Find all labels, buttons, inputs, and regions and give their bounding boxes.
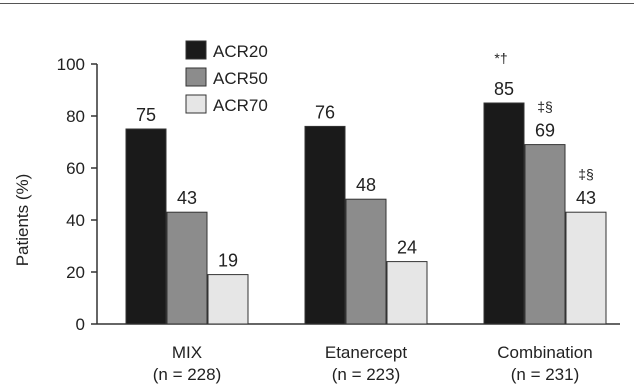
category-n-label: (n = 231) [511, 365, 580, 384]
category-n-label: (n = 228) [153, 365, 222, 384]
data-label: 43 [177, 188, 197, 208]
bar-acr50-etanercept [345, 198, 387, 325]
category-label: MIX [172, 343, 202, 362]
data-label: 76 [315, 102, 335, 122]
y-tick-label: 80 [66, 107, 85, 126]
bar-acr50-combination [524, 144, 566, 325]
bar-acr20-mix [125, 128, 167, 325]
y-tick-label: 20 [66, 263, 85, 282]
bar-acr20-etanercept [304, 125, 346, 325]
y-tick-label: 0 [76, 315, 85, 334]
data-label: 48 [356, 175, 376, 195]
x-labels: MIX (n = 228) Etanercept (n = 223) Combinati… [153, 343, 593, 384]
legend-swatch-acr50 [185, 67, 207, 87]
legend: ACR20 ACR50 ACR70 [185, 40, 268, 115]
significance-marker: ‡§ [578, 166, 594, 182]
category-label: Combination [497, 343, 592, 362]
significance-marker: ‡§ [537, 99, 553, 115]
y-ticks: 0 20 40 60 80 100 [57, 55, 97, 334]
legend-label-acr70: ACR70 [213, 96, 268, 115]
y-tick-label: 100 [57, 55, 85, 74]
data-label: 75 [136, 105, 156, 125]
y-axis-label: Patients (%) [13, 174, 32, 267]
y-tick-label: 40 [66, 211, 85, 230]
data-label: 69 [535, 121, 555, 141]
data-label: 24 [397, 238, 417, 258]
bar-acr50-mix [166, 211, 208, 325]
bar-acr70-mix [207, 274, 249, 325]
legend-label-acr50: ACR50 [213, 69, 268, 88]
top-rule [0, 3, 634, 4]
legend-swatch-acr70 [185, 94, 207, 114]
bar-acr70-etanercept [386, 261, 428, 325]
significance-marker: *† [494, 50, 507, 66]
data-label: 85 [494, 79, 514, 99]
bars: 75 43 19 76 48 24 85 *† 69 ‡§ 43 ‡§ [125, 50, 607, 325]
legend-label-acr20: ACR20 [213, 42, 268, 61]
y-tick-label: 60 [66, 159, 85, 178]
data-label: 43 [576, 188, 596, 208]
category-label: Etanercept [325, 343, 407, 362]
data-label: 19 [218, 251, 238, 271]
legend-swatch-acr20 [185, 40, 207, 60]
bar-acr70-combination [565, 211, 607, 325]
category-n-label: (n = 223) [332, 365, 401, 384]
bar-acr20-combination [483, 102, 525, 325]
